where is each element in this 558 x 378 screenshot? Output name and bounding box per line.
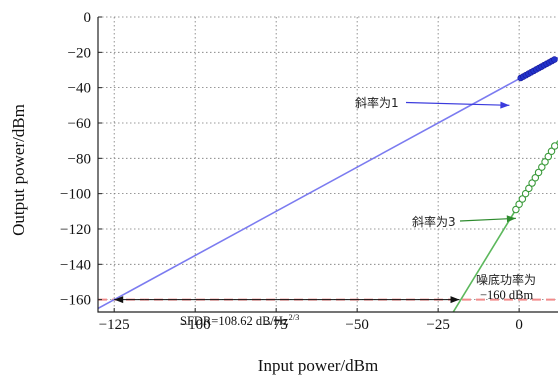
series-2-point	[531, 173, 540, 182]
series-2-point	[538, 163, 546, 171]
y-tick-label: −140	[60, 257, 91, 273]
y-tick-label: −120	[60, 222, 91, 238]
series-2-point	[512, 205, 520, 214]
series-2-point	[521, 189, 530, 198]
sfdr-arrow-left	[114, 296, 145, 304]
slope3-arrow-shaft	[459, 217, 516, 222]
sfdr-arrow-right-head	[450, 296, 460, 304]
y-tick-label: 0	[84, 10, 92, 26]
y-tick-label: −80	[68, 151, 91, 167]
x-tick-label: 0	[515, 317, 523, 333]
series-1-line	[98, 56, 558, 310]
x-tick-label: −75	[264, 317, 287, 333]
y-tick-label: −20	[68, 45, 91, 61]
series-2-point	[547, 147, 556, 156]
y-tick-label: −100	[60, 187, 91, 203]
sfdr-arrow-left-head	[114, 296, 124, 304]
series-2-point	[551, 142, 558, 150]
grid-lines	[98, 16, 558, 312]
sfdr-arrow-right	[144, 296, 460, 304]
x-axis-title: Input power/dBm	[258, 356, 378, 375]
slope3-arrow-head	[506, 215, 516, 223]
slope3-arrow	[459, 215, 516, 223]
axis-frame	[97, 17, 558, 313]
slope1-arrow-shaft	[405, 101, 510, 106]
y-tick-label: −40	[68, 81, 91, 97]
noise-floor-label-line1: 噪底功率为	[476, 272, 536, 287]
series-2-point	[541, 158, 549, 166]
y-tick-label: −160	[60, 293, 91, 309]
series-2-point	[544, 152, 553, 161]
slope1-arrow-head	[500, 101, 510, 109]
series-2-point	[518, 195, 527, 203]
sfdr-label-exponent: 2/3	[288, 312, 299, 322]
series-2-point	[515, 200, 523, 208]
slope1-label: 斜率为1	[355, 95, 399, 110]
x-tick-label: −125	[99, 317, 130, 333]
series-1-point	[551, 56, 558, 63]
sfdr-label-main: SFDR=108.62 dB/Hz	[180, 314, 289, 328]
noise-floor-label-line2: −160 dBm	[480, 288, 534, 302]
plot-area	[98, 17, 558, 312]
x-tick-label: −100	[180, 317, 211, 333]
series-2-point	[525, 184, 533, 193]
slope3-label: 斜率为3	[412, 214, 456, 229]
slope1-arrow	[405, 101, 510, 109]
series-2-point	[534, 168, 543, 177]
x-tick-label: −50	[345, 317, 368, 333]
sfdr-label: SFDR=108.62 dB/Hz2/3	[180, 312, 299, 328]
axis-ticks: −125 −100 −75 −50 −25 0 0 −20 −40 −60 −80 −100 −120 −…	[60, 10, 523, 333]
y-tick-label: −60	[68, 116, 91, 132]
annotations: 斜率为1 斜率为3 噪底功率为 −160 dBm SFDR=108.62 dB/…	[114, 95, 536, 328]
x-tick-label: −25	[426, 317, 449, 333]
y-axis-title: Output power/dBm	[9, 104, 28, 236]
series-2-point	[528, 179, 536, 187]
